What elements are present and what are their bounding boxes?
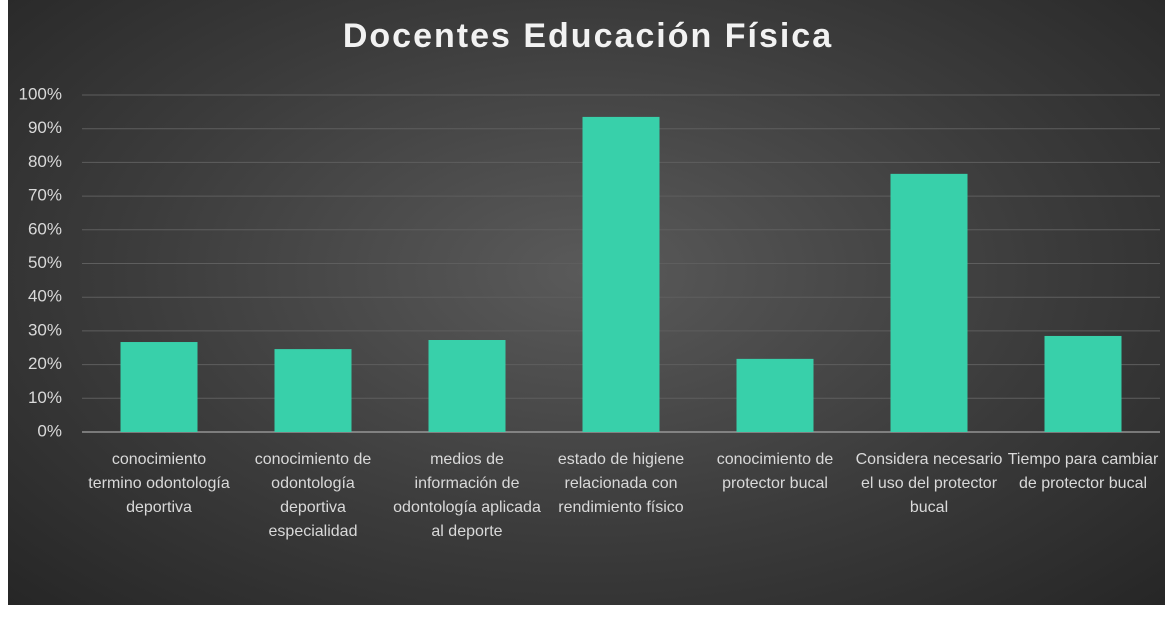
y-tick-label: 10% — [28, 388, 62, 407]
y-tick-label: 60% — [28, 219, 62, 238]
y-tick-label: 20% — [28, 354, 62, 373]
bar — [890, 173, 968, 432]
x-tick-label: medios de información de odontología apl… — [393, 451, 541, 540]
y-tick-label: 80% — [28, 152, 62, 171]
y-tick-label: 0% — [37, 421, 62, 440]
bar — [736, 358, 814, 432]
y-tick-label: 30% — [28, 320, 62, 339]
y-tick-label: 50% — [28, 253, 62, 272]
bar — [582, 116, 660, 432]
bar — [1044, 335, 1122, 432]
bar — [120, 342, 198, 432]
x-tick-label: Tiempo para cambiar de protector bucal — [1007, 451, 1159, 492]
y-tick-label: 70% — [28, 186, 62, 205]
x-tick-label: Considera necesario el uso del protector… — [855, 451, 1003, 516]
x-tick-label: conocimiento de protector bucal — [716, 451, 834, 492]
bar — [274, 349, 352, 432]
x-tick-label: estado de higiene relacionada con rendim… — [557, 451, 685, 516]
x-tick-label: conocimiento termino odontología deporti… — [88, 451, 230, 516]
x-tick-label: conocimiento de odontología deportiva es… — [254, 451, 372, 540]
y-tick-label: 40% — [28, 287, 62, 306]
y-tick-label: 100% — [19, 84, 62, 103]
chart-title: Docentes Educación Física — [343, 17, 833, 55]
y-tick-label: 90% — [28, 118, 62, 137]
bar — [428, 339, 506, 432]
